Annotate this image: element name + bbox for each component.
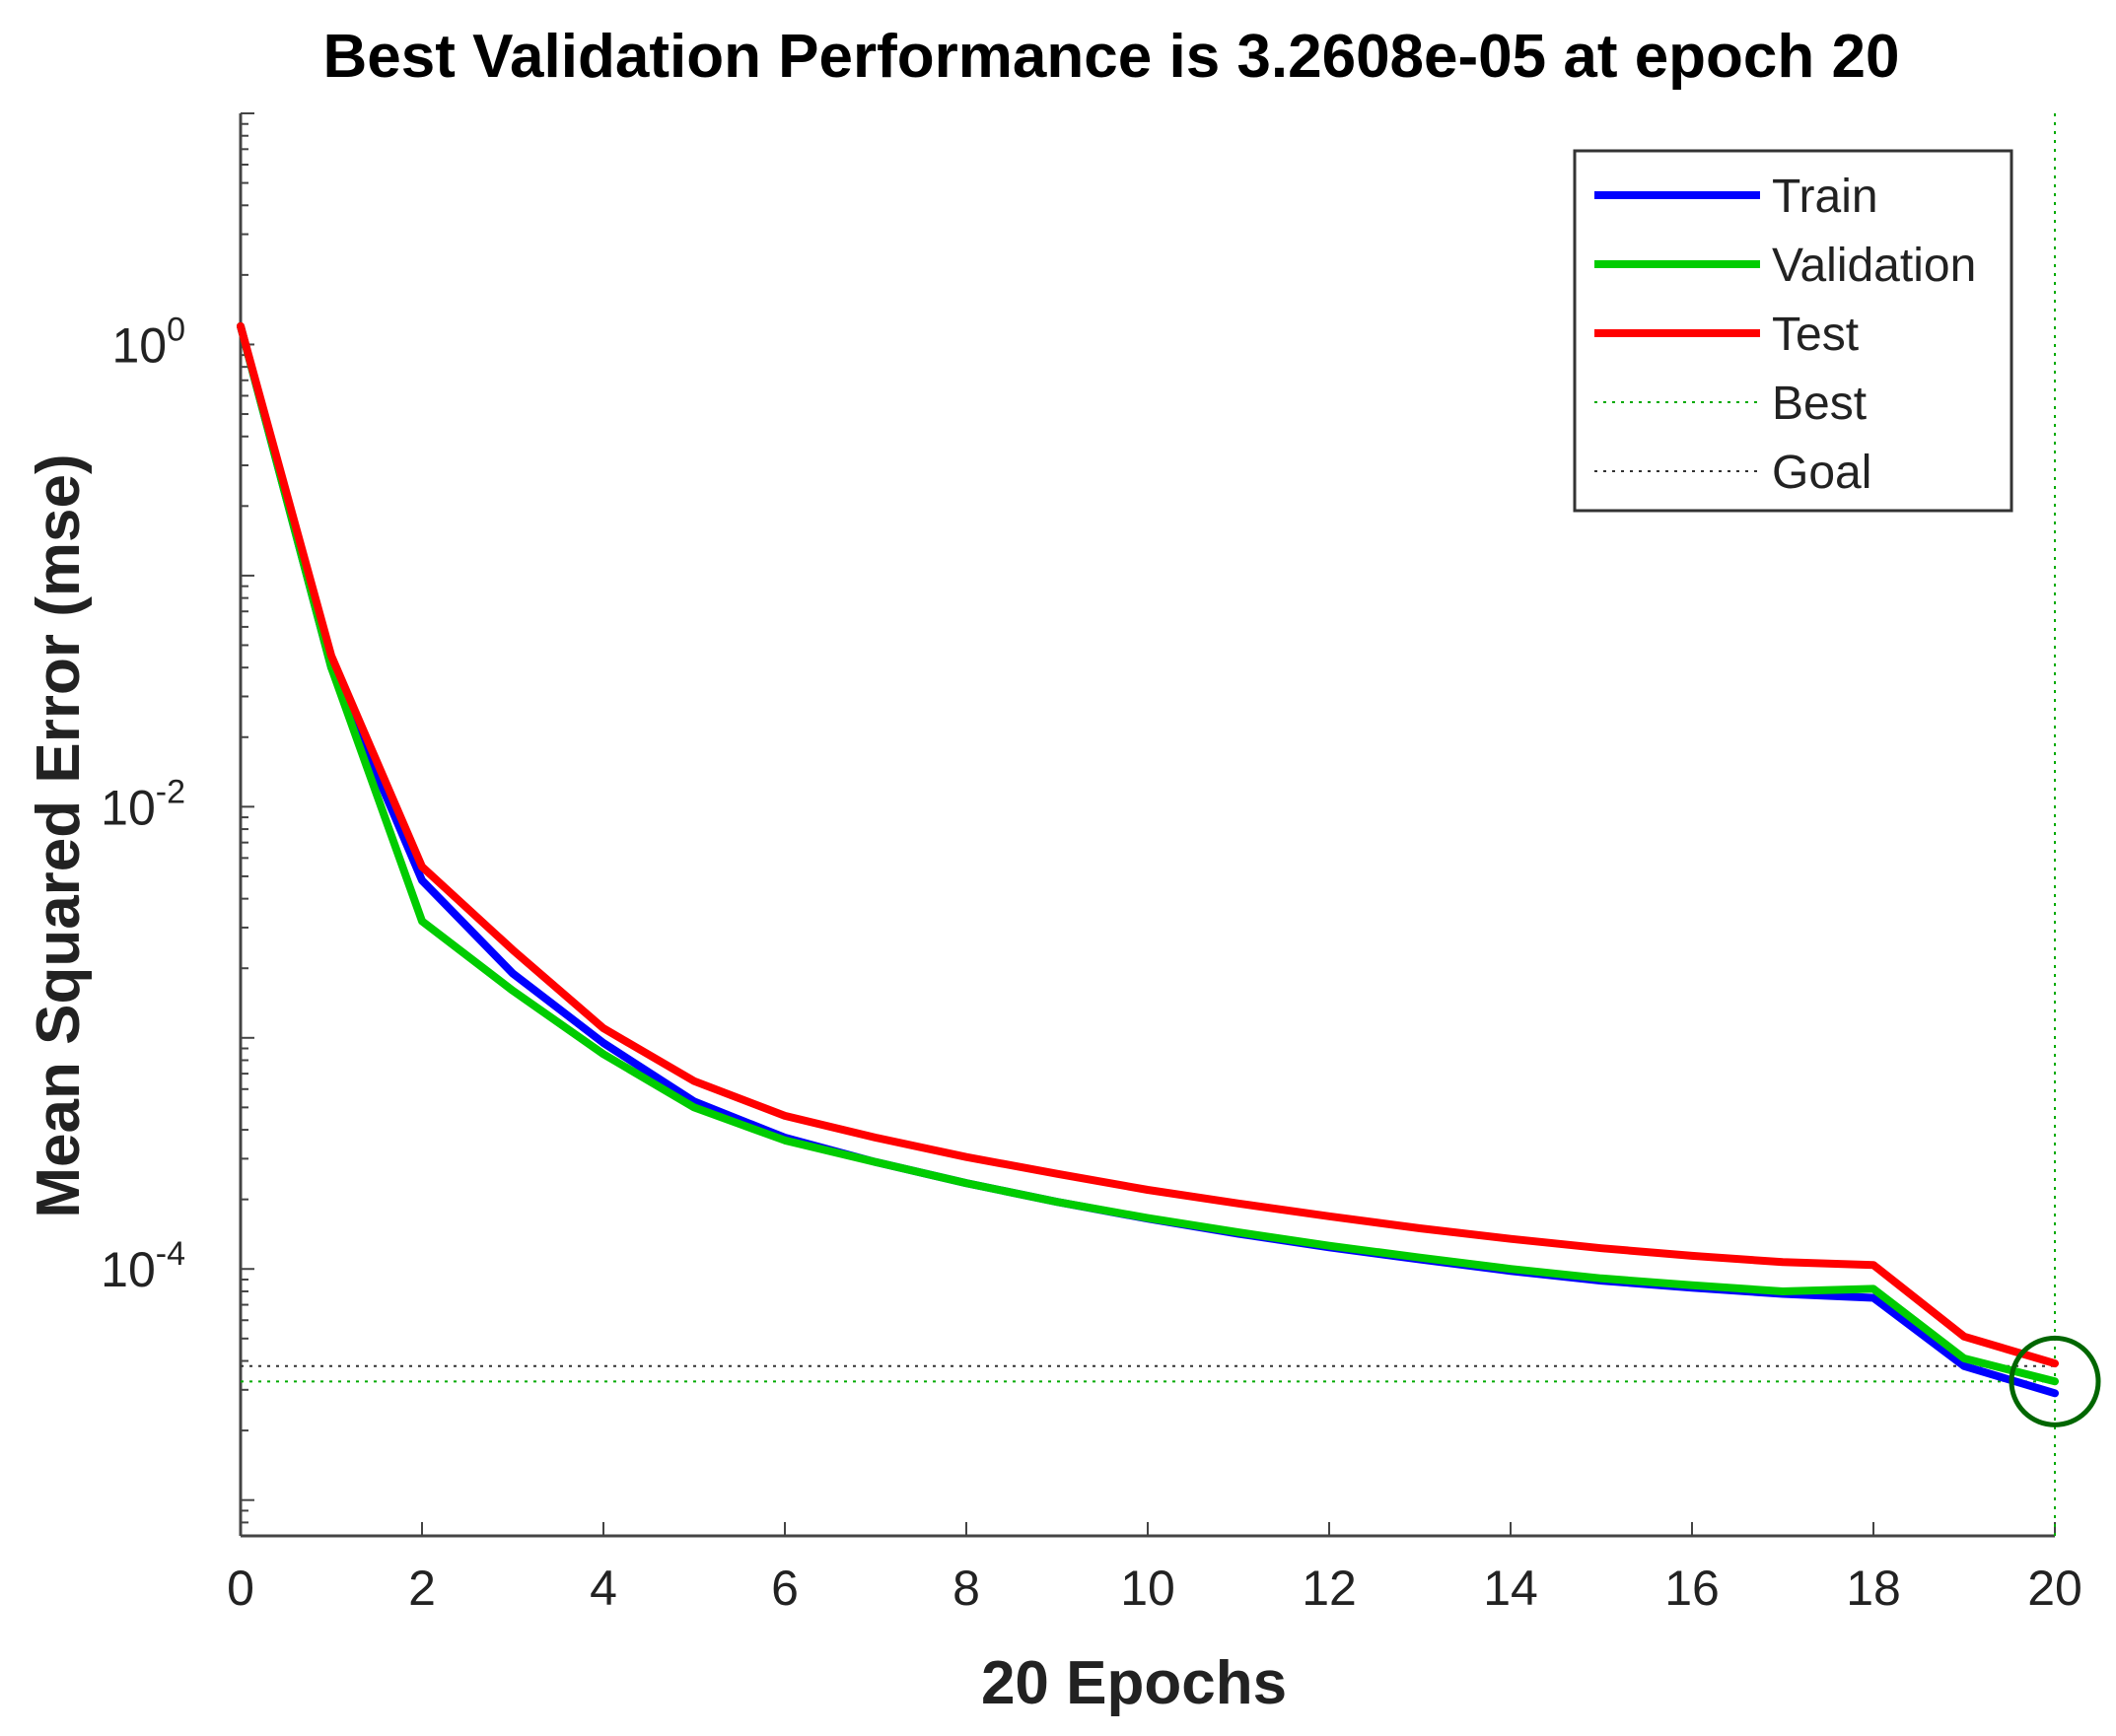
legend-label-test: Test — [1772, 309, 1859, 361]
x-tick-label: 18 — [1846, 1561, 1901, 1616]
best-marker-circle — [2009, 1335, 2101, 1427]
plot-area: 100 10-2 10-4 0 2 4 6 8 10 12 14 16 18 20 — [101, 112, 2101, 1616]
chart-title: Best Validation Performance is 3.2608e-0… — [323, 23, 1900, 91]
x-tick-label: 20 — [2027, 1561, 2082, 1616]
y-tick-label: 100 — [111, 311, 185, 373]
x-tick-label: 14 — [1483, 1561, 1538, 1616]
x-tick-label: 16 — [1664, 1561, 1720, 1616]
y-tick-label: 10-4 — [101, 1235, 185, 1297]
legend-label-train: Train — [1772, 171, 1878, 223]
series-line-validation — [237, 321, 2059, 1386]
x-tick-label: 8 — [952, 1561, 980, 1616]
x-tick-label: 4 — [590, 1561, 617, 1616]
legend-label-best: Best — [1772, 378, 1867, 430]
x-tick-label: 10 — [1120, 1561, 1175, 1616]
legend: Train Validation Test Best Goal — [1573, 149, 2013, 513]
legend-label-validation: Validation — [1772, 240, 1976, 292]
x-tick-label: 0 — [227, 1561, 254, 1616]
x-tick-label: 6 — [771, 1561, 799, 1616]
x-tick-label: 2 — [408, 1561, 436, 1616]
legend-label-goal: Goal — [1772, 447, 1871, 499]
y-axis-label: Mean Squared Error (mse) — [25, 453, 93, 1217]
series-line-test — [237, 321, 2059, 1368]
x-axis-label: 20 Epochs — [981, 1649, 1287, 1717]
y-tick-label: 10-2 — [101, 773, 185, 835]
x-tick-label: 12 — [1302, 1561, 1357, 1616]
